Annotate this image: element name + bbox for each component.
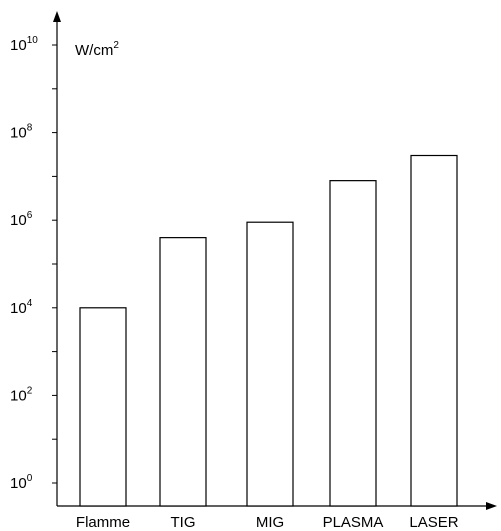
- category-label: LASER: [409, 514, 458, 531]
- y-tick-label-exponent: 6: [27, 210, 33, 221]
- bar-tig: [159, 237, 207, 507]
- y-axis-unit-label: W/cm2: [75, 40, 119, 59]
- bar-flamme: [79, 307, 127, 507]
- y-tick-label-base: 10: [10, 387, 27, 404]
- y-tick-label-exponent: 8: [27, 123, 33, 134]
- y-tick-label: 108: [10, 123, 33, 142]
- y-tick-label-exponent: 2: [27, 385, 33, 396]
- y-tick-label-exponent: 10: [27, 35, 39, 46]
- category-label: TIG: [171, 514, 196, 531]
- category-label: MIG: [256, 514, 284, 531]
- y-tick-label-base: 10: [10, 125, 27, 142]
- y-tick-label: 100: [10, 473, 33, 492]
- y-tick-label: 106: [10, 210, 33, 229]
- bar-plasma: [329, 180, 377, 507]
- bars: [79, 154, 458, 507]
- y-tick-label: 1010: [10, 35, 38, 54]
- y-tick-label-base: 10: [10, 475, 27, 492]
- y-tick-label-base: 10: [10, 37, 27, 54]
- category-labels: Flamme TIG MIG PLASMA LASER: [76, 514, 459, 531]
- y-tick-label-exponent: 0: [27, 473, 33, 484]
- y-tick-label-exponent: 4: [27, 298, 33, 309]
- y-tick-label-base: 10: [10, 212, 27, 229]
- bar-mig: [246, 221, 294, 507]
- y-tick-label-base: 10: [10, 300, 27, 317]
- y-ticks: [52, 44, 57, 484]
- category-label: PLASMA: [323, 514, 384, 531]
- category-label: Flamme: [76, 514, 130, 531]
- y-tick-label: 104: [10, 298, 33, 317]
- y-axis-arrow: [53, 11, 61, 22]
- bar-laser: [410, 154, 458, 507]
- y-tick-label: 102: [10, 385, 33, 404]
- x-axis-arrow: [486, 502, 497, 510]
